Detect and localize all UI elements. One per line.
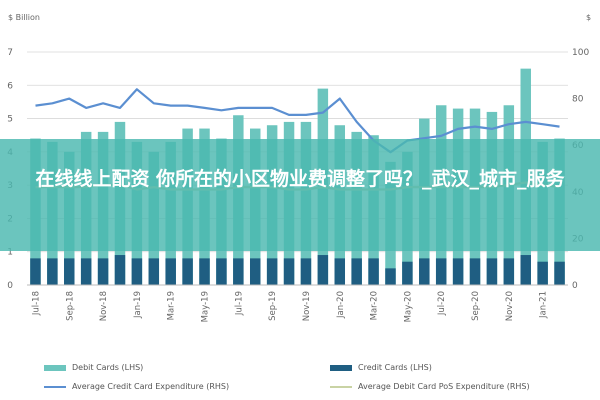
x-tick-label: Mar-20	[370, 291, 380, 320]
overlay-banner	[0, 139, 600, 251]
credit-bar	[216, 258, 227, 285]
x-tick-label: Nov-18	[99, 291, 109, 321]
credit-bar	[30, 258, 41, 285]
axes-group: 01234567020406080100$ Billion$Jul-18Sep-…	[7, 13, 591, 322]
right-tick-label: 100	[572, 48, 589, 58]
right-axis-label: $	[586, 13, 591, 22]
credit-bar	[503, 258, 515, 285]
credit-bar	[469, 258, 481, 285]
left-tick-label: 5	[7, 115, 13, 125]
credit-bar	[80, 258, 92, 285]
legend-label-avg-debit: Average Debit Card PoS Expenditure (RHS)	[358, 382, 530, 391]
x-tick-label: May-20	[403, 291, 413, 322]
left-axis-label: $ Billion	[8, 13, 40, 22]
credit-bar	[165, 258, 176, 285]
credit-bar	[520, 255, 531, 285]
credit-bar	[334, 258, 346, 285]
legend-item-credit: Credit Cards (LHS)	[330, 363, 432, 372]
right-tick-label: 80	[572, 95, 584, 105]
credit-bar	[300, 258, 312, 285]
credit-bar	[148, 258, 160, 285]
legend: Debit Cards (LHS) Credit Cards (LHS) Ave…	[0, 352, 600, 400]
credit-bar	[402, 261, 413, 285]
credit-bar	[452, 258, 464, 285]
legend-label-debit: Debit Cards (LHS)	[72, 363, 144, 372]
avg-credit-line	[35, 88, 560, 154]
credit-bar	[554, 261, 565, 285]
credit-bar	[97, 258, 109, 285]
credit-bar	[435, 258, 447, 285]
credit-bar	[385, 268, 396, 285]
legend-swatch-avg-credit	[44, 385, 66, 388]
credit-bar	[47, 258, 58, 285]
x-tick-label: Sep-19	[268, 291, 278, 321]
credit-bar	[283, 258, 295, 285]
x-tick-label: Jul-19	[234, 291, 244, 316]
credit-bar	[317, 255, 329, 285]
left-tick-label: 0	[7, 281, 13, 291]
x-tick-label: Jul-20	[437, 291, 447, 316]
legend-item-debit: Debit Cards (LHS)	[44, 363, 143, 372]
x-tick-label: Nov-20	[505, 291, 515, 321]
legend-label-avg-credit: Average Credit Card Expenditure (RHS)	[72, 382, 230, 391]
credit-bar	[131, 258, 143, 285]
legend-item-avg-credit: Average Credit Card Expenditure (RHS)	[44, 382, 229, 391]
legend-swatch-credit	[330, 364, 352, 371]
credit-bar	[233, 258, 244, 285]
legend-label-credit: Credit Cards (LHS)	[358, 363, 432, 372]
credit-bar	[114, 255, 126, 285]
credit-bar	[351, 258, 362, 285]
credit-bar	[249, 258, 261, 285]
left-tick-label: 1	[7, 248, 13, 258]
banner-text: 在线线上配资 你所在的小区物业费调整了吗？_武汉_城市_服务	[35, 168, 565, 190]
credit-bar	[368, 258, 379, 285]
right-tick-label: 0	[572, 281, 578, 291]
legend-swatch-avg-debit	[330, 385, 352, 388]
x-tick-label: Jul-18	[31, 291, 41, 316]
x-tick-label: Sep-20	[471, 291, 481, 321]
x-tick-label: May-19	[201, 291, 211, 322]
x-tick-label: Jan-21	[539, 291, 549, 319]
left-tick-label: 7	[7, 48, 13, 58]
x-tick-label: Nov-19	[302, 291, 312, 321]
credit-bar	[266, 258, 278, 285]
x-tick-label: Jan-19	[133, 291, 143, 319]
credit-bar	[486, 258, 498, 285]
credit-bar	[537, 261, 548, 285]
x-tick-label: Sep-18	[65, 291, 75, 321]
left-tick-label: 6	[7, 81, 13, 91]
legend-item-avg-debit: Average Debit Card PoS Expenditure (RHS)	[330, 382, 530, 391]
credit-bar	[199, 258, 210, 285]
legend-swatch-debit	[44, 364, 66, 371]
x-tick-label: Mar-19	[167, 291, 177, 320]
credit-bar	[419, 258, 430, 285]
credit-bar	[182, 258, 193, 285]
x-tick-label: Jan-20	[336, 291, 346, 319]
credit-bar	[64, 258, 75, 285]
